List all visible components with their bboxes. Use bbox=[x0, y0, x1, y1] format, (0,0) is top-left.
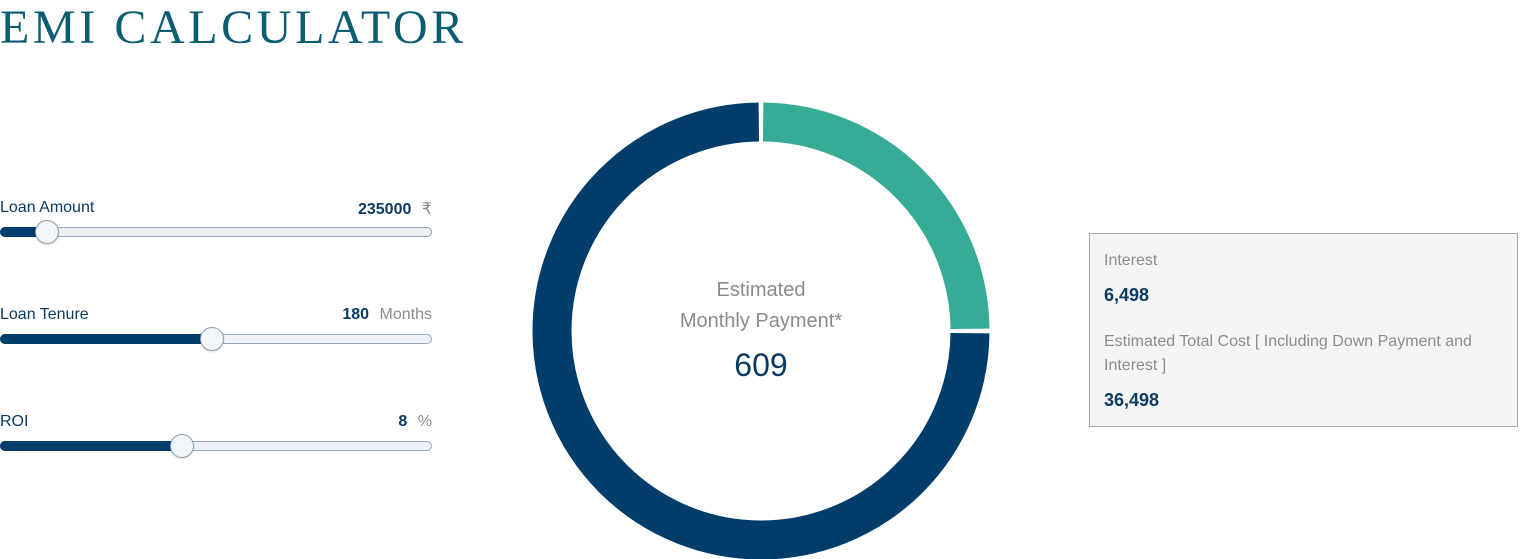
loan-amount-slider-fill bbox=[0, 227, 47, 237]
loan-tenure-label: Loan Tenure bbox=[0, 306, 89, 323]
percent-unit: % bbox=[417, 413, 432, 430]
loan-amount-value: 235000 bbox=[357, 201, 412, 218]
interest-value: 6,498 bbox=[1104, 285, 1150, 305]
total-cost-value: 36,498 bbox=[1104, 390, 1160, 410]
loan-amount-slider[interactable] bbox=[0, 220, 432, 244]
monthly-payment-label: Estimated Monthly Payment* bbox=[530, 275, 992, 337]
loan-amount-value-display: 235000 ₹ bbox=[358, 199, 432, 219]
rupee-icon: ₹ bbox=[421, 201, 432, 218]
total-cost-label: Estimated Total Cost [ Including Down Pa… bbox=[1104, 333, 1472, 374]
loan-amount-slider-block: Loan Amount 235000 ₹ bbox=[0, 199, 432, 244]
loan-amount-label: Loan Amount bbox=[0, 199, 95, 216]
monthly-payment-label-line1: Estimated bbox=[716, 279, 806, 301]
loan-tenure-slider[interactable] bbox=[0, 327, 432, 351]
roi-slider[interactable] bbox=[0, 434, 432, 458]
loan-tenure-slider-fill bbox=[0, 334, 212, 344]
summary-panel: Interest 6,498 Estimated Total Cost [ In… bbox=[1089, 233, 1518, 427]
loan-tenure-slider-thumb[interactable] bbox=[199, 327, 224, 351]
loan-tenure-value-display: 180 Months bbox=[342, 306, 432, 324]
interest-label: Interest bbox=[1104, 252, 1158, 269]
page-title: EMI CALCULATOR bbox=[0, 1, 467, 54]
roi-slider-fill bbox=[0, 441, 182, 451]
payment-donut-chart bbox=[532, 102, 990, 559]
roi-value: 8 bbox=[398, 413, 408, 430]
roi-value-display: 8 % bbox=[398, 413, 432, 431]
loan-tenure-unit: Months bbox=[379, 306, 432, 323]
loan-tenure-value: 180 bbox=[342, 306, 370, 323]
roi-slider-thumb[interactable] bbox=[169, 434, 194, 458]
roi-slider-block: ROI 8 % bbox=[0, 413, 432, 458]
monthly-payment-label-line2: Monthly Payment* bbox=[679, 310, 843, 332]
roi-label: ROI bbox=[0, 413, 29, 430]
loan-amount-slider-thumb[interactable] bbox=[35, 220, 59, 244]
principal-segment bbox=[532, 102, 990, 559]
donut-center-text: Estimated Monthly Payment* 609 bbox=[530, 275, 992, 383]
interest-segment bbox=[762, 102, 990, 330]
loan-tenure-slider-block: Loan Tenure 180 Months bbox=[0, 306, 432, 351]
monthly-payment-value: 609 bbox=[734, 347, 788, 383]
